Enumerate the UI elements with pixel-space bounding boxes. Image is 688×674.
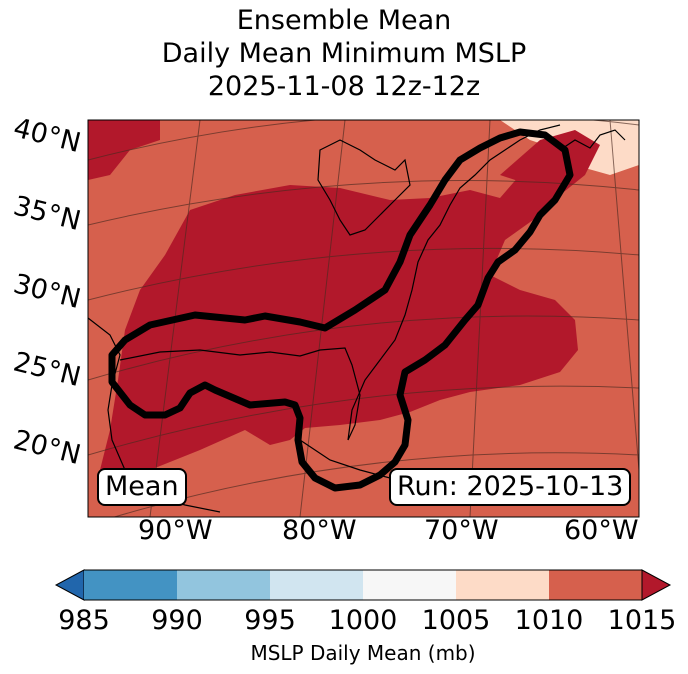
colorbar-tick-label: 1015 xyxy=(607,605,677,636)
field-above-1015 xyxy=(88,120,578,490)
colorbar-tick-label: 985 xyxy=(58,605,110,636)
colorbar-tick-label: 995 xyxy=(244,605,296,636)
colorbar xyxy=(54,569,672,601)
map-frame xyxy=(87,119,640,518)
map-panel xyxy=(88,120,639,517)
colorbar-extend-low xyxy=(54,569,85,601)
lon-label-90w: 90°W xyxy=(138,515,213,546)
colorbar-segment xyxy=(177,570,271,600)
run-date-box: Run: 2025-10-13 xyxy=(389,468,632,506)
lon-label-60w: 60°W xyxy=(564,515,639,546)
mslp-contour xyxy=(108,128,574,492)
colorbar-segment xyxy=(270,570,364,600)
colorbar-frame xyxy=(84,569,642,601)
mean-label-box: Mean xyxy=(97,468,187,506)
colorbar-segment xyxy=(363,570,457,600)
colorbar-label: MSLP Daily Mean (mb) xyxy=(250,641,476,665)
colorbar-tick-label: 1005 xyxy=(421,605,491,636)
colorbar-segment xyxy=(84,570,178,600)
colorbar-segment xyxy=(456,570,550,600)
title-line-2: Daily Mean Minimum MSLP xyxy=(161,38,527,69)
colorbar-tick-label: 990 xyxy=(151,605,203,636)
title-line-1: Ensemble Mean xyxy=(236,5,452,36)
colorbar-tick-label: 1010 xyxy=(514,605,584,636)
lon-label-70w: 70°W xyxy=(424,515,499,546)
colorbar-segment xyxy=(549,570,643,600)
colorbar-extend-high xyxy=(641,569,672,601)
colorbar-tick-label: 1000 xyxy=(328,605,398,636)
title-line-3: 2025-11-08 12z-12z xyxy=(207,71,481,102)
field-above-1015-east xyxy=(500,130,600,195)
lon-label-80w: 80°W xyxy=(282,515,357,546)
